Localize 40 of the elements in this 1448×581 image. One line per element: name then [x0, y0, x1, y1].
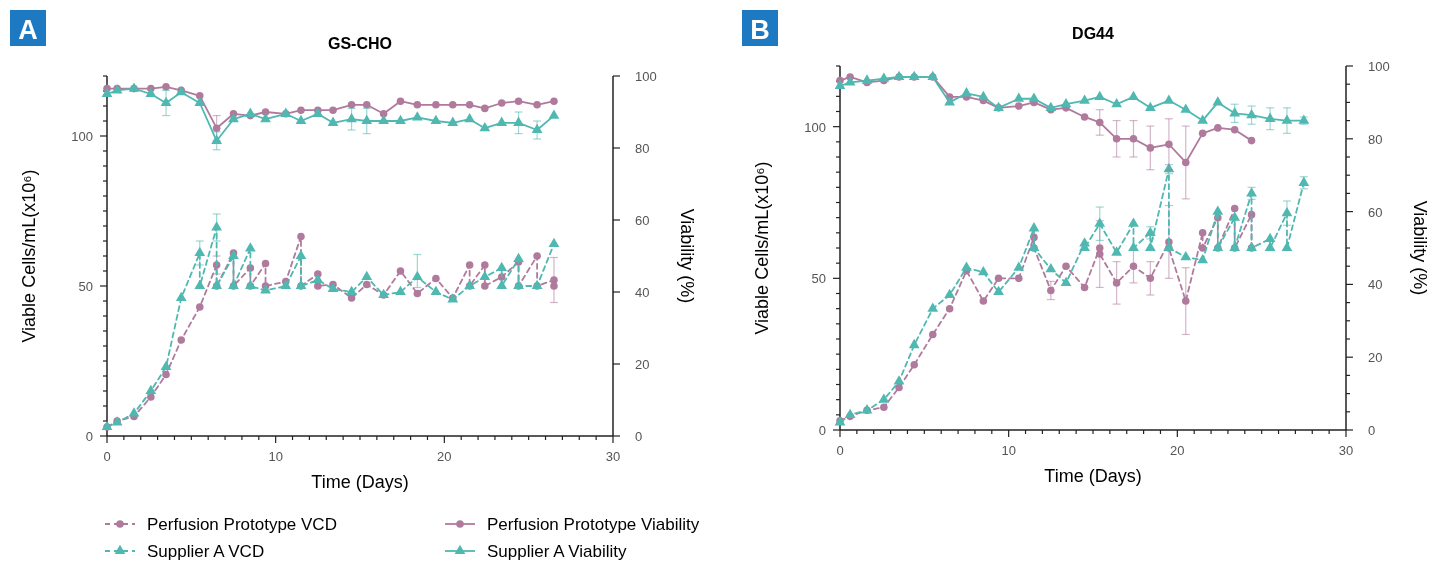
- y-tick-label: 50: [811, 271, 826, 287]
- x-tick-label: 20: [437, 449, 452, 464]
- y-axis-title: Viable Cells/mL(x10⁶): [19, 169, 39, 343]
- x-tick-label: 0: [836, 443, 844, 458]
- legend-label: Perfusion Prototype VCD: [147, 515, 337, 534]
- y2-tick-label: 0: [635, 429, 643, 444]
- y-tick-label: 100: [71, 129, 93, 144]
- x-axis-title: Time (Days): [311, 472, 409, 492]
- x-tick-label: 0: [103, 449, 111, 464]
- y2-tick-label: 80: [635, 141, 650, 156]
- x-tick-label: 30: [605, 449, 621, 464]
- y2-tick-label: 100: [635, 69, 657, 84]
- y2-tick-label: 20: [635, 357, 650, 372]
- y2-axis-title: Viability (%): [1410, 200, 1430, 296]
- y-axis-title: Viable Cells/mL(x10⁶): [752, 161, 772, 335]
- x-tick-label: 10: [268, 449, 283, 464]
- x-axis-title: Time (Days): [1044, 466, 1142, 486]
- chart-title: DG44: [1072, 25, 1114, 42]
- y2-tick-label: 60: [635, 213, 650, 228]
- text: B: [750, 15, 770, 45]
- y-tick-label: 0: [85, 429, 93, 444]
- y2-tick-label: 20: [1368, 350, 1383, 366]
- y2-tick-label: 100: [1368, 59, 1390, 74]
- legend-label: Perfusion Prototype Viability: [487, 515, 700, 534]
- y-tick-label: 50: [78, 279, 93, 294]
- y2-axis-title: Viability (%): [677, 208, 697, 304]
- legend-label: Supplier A VCD: [147, 542, 265, 561]
- chart-title: GS-CHO: [328, 35, 392, 52]
- y2-tick-label: 40: [635, 285, 650, 300]
- x-tick-label: 10: [1001, 443, 1016, 458]
- y2-tick-label: 80: [1368, 131, 1383, 147]
- y-tick-label: 100: [804, 119, 826, 135]
- y-tick-label: 0: [818, 423, 826, 438]
- y2-tick-label: 60: [1368, 204, 1383, 220]
- x-tick-label: 20: [1170, 443, 1185, 458]
- legend-label: Supplier A Viability: [487, 542, 628, 561]
- y2-tick-label: 0: [1368, 423, 1376, 438]
- text: A: [18, 15, 38, 45]
- x-tick-label: 30: [1338, 443, 1354, 458]
- y2-tick-label: 40: [1368, 277, 1383, 293]
